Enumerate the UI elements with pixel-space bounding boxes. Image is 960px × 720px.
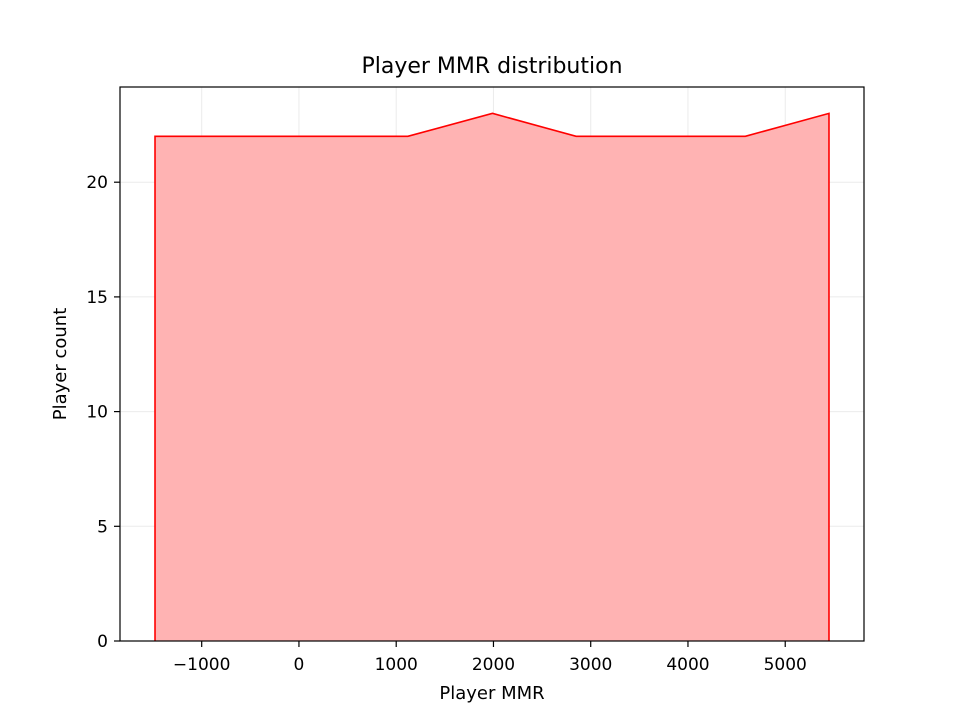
y-tick-label: 15	[86, 288, 108, 308]
x-tick-label: 2000	[472, 655, 515, 675]
x-axis-label: Player MMR	[439, 683, 544, 704]
chart-title: Player MMR distribution	[361, 54, 622, 79]
y-tick-label: 20	[86, 173, 108, 193]
x-axis: −1000 0 1000 2000 3000 4000 5000	[173, 641, 807, 675]
x-tick-label: 5000	[764, 655, 807, 675]
area-fill	[155, 113, 829, 641]
x-tick-label: −1000	[173, 655, 231, 675]
x-tick-label: 1000	[375, 655, 418, 675]
data-area	[154, 112, 830, 641]
y-tick-label: 5	[97, 517, 108, 537]
plot-frame	[119, 86, 865, 642]
y-tick-label: 0	[97, 632, 108, 652]
x-tick-label: 4000	[666, 655, 709, 675]
x-tick-label: 3000	[569, 655, 612, 675]
y-axis-label: Player count	[50, 308, 71, 421]
y-axis: 0 5 10 15 20	[86, 173, 120, 652]
y-tick-label: 10	[86, 403, 108, 423]
x-tick-label: 0	[294, 655, 305, 675]
series-line	[154, 112, 830, 641]
